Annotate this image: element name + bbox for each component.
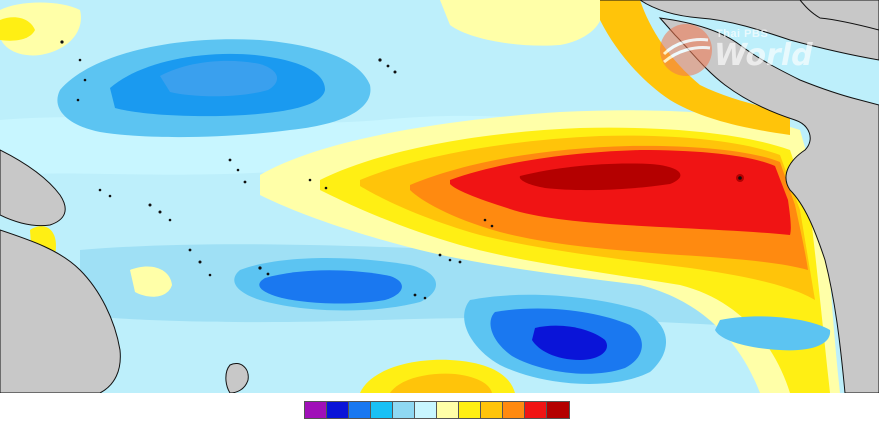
new-guinea-land (0, 149, 66, 227)
sea-surface-temperature-anomaly-map (0, 0, 879, 393)
central-south-america-land (658, 17, 879, 393)
north-pacific-cool-inner (160, 60, 278, 97)
thaipbs-logo-icon (660, 24, 712, 76)
southwest-warm-patch (130, 266, 172, 297)
north-america-land (600, 0, 879, 61)
northwest-warm-core (0, 17, 35, 41)
legend-swatch-10 (503, 402, 525, 418)
map-canvas (0, 0, 879, 393)
warm-anomaly-core (519, 163, 681, 191)
australia-land (0, 229, 121, 393)
legend-swatch-2 (327, 402, 349, 418)
watermark-brand-large: World (714, 38, 813, 73)
legend-swatch-4 (371, 402, 393, 418)
watermark-brand-small: Thai PBS (716, 28, 769, 40)
legend-swatch-12 (547, 402, 569, 418)
legend-swatch-9 (481, 402, 503, 418)
caribbean-land (799, 0, 879, 31)
legend-swatch-5 (393, 402, 415, 418)
north-central-warm-patch (440, 0, 603, 46)
new-zealand-land (225, 363, 249, 393)
color-scale-legend (304, 401, 570, 419)
southeast-cool-patch (715, 316, 831, 351)
south-pacific-cool-west-core (259, 270, 402, 304)
legend-swatch-11 (525, 402, 547, 418)
legend-swatch-1 (305, 402, 327, 418)
warm-anomaly-red (450, 150, 791, 235)
thaipbs-world-watermark: Thai PBS World (656, 20, 856, 80)
legend-swatch-7 (437, 402, 459, 418)
legend-swatch-3 (349, 402, 371, 418)
pacific-islands (60, 40, 742, 300)
south-warm-core (390, 373, 492, 393)
south-pacific-cool-deep (532, 325, 608, 360)
legend-swatch-6 (415, 402, 437, 418)
legend-swatch-8 (459, 402, 481, 418)
northeast-coastal-warm (600, 0, 790, 135)
